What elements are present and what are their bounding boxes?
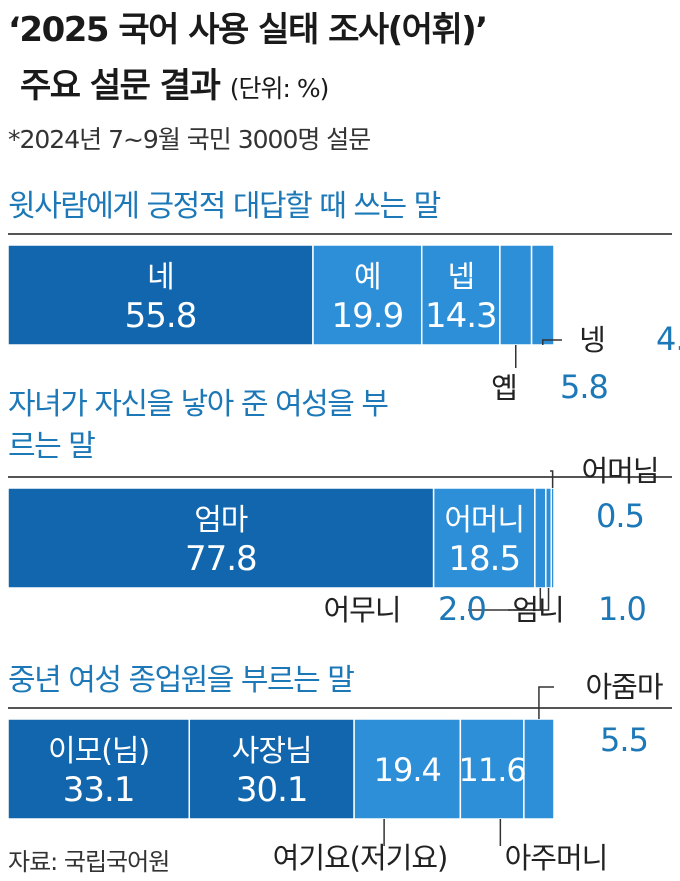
chart-3-seg-1-value: 33.1 <box>63 770 135 810</box>
chart-1-seg-1-label: 네 <box>147 260 174 295</box>
chart-1-seg-1-value: 55.8 <box>125 296 197 336</box>
chart-3-title: 중년 여성 종업원을 부르는 말 <box>8 663 355 698</box>
chart-3-bar-3 <box>353 718 462 820</box>
chart-3-bar-2 <box>188 718 355 820</box>
chart-1-seg-4-value: 5.8 <box>560 368 608 406</box>
chart-1-bar-5 <box>530 244 555 346</box>
chart-1-bar-3 <box>420 244 501 346</box>
chart-3-seg-5-label: 아줌마 <box>585 670 662 704</box>
chart-2-seg-1-label: 엄마 <box>194 503 248 538</box>
chart-2-seg-1-value: 77.8 <box>185 539 257 579</box>
chart-3-seg-3-value: 19.4 <box>374 751 441 789</box>
chart-2-rule <box>8 476 672 478</box>
chart-3-bar-4 <box>459 718 525 820</box>
chart-1-bar-1 <box>7 244 314 346</box>
chart-3-seg-4-value: 11.6 <box>458 751 525 789</box>
chart-1-seg-3-label: 넵 <box>448 260 475 295</box>
chart-3-bar-5 <box>523 718 555 820</box>
chart-1-bar-4 <box>499 244 533 346</box>
chart-2-bar-5 <box>550 487 555 589</box>
chart-1-bar-2 <box>312 244 423 346</box>
chart-2-seg-2-value: 18.5 <box>448 539 520 579</box>
chart-2-bar-1 <box>7 487 435 589</box>
chart-1-seg-2-label: 예 <box>354 260 381 295</box>
chart-3-seg-5-leader <box>538 686 554 719</box>
chart-2-seg-3-value: 2.0 <box>438 590 486 628</box>
subtitle-text: 주요 설문 결과 <box>20 66 221 106</box>
chart-1-seg-4-label: 옙 <box>491 371 517 405</box>
chart-3-seg-2-value: 30.1 <box>236 770 308 810</box>
chart-2-seg-3-label: 어무니 <box>323 593 400 627</box>
chart-3-seg-5-value: 5.5 <box>600 721 648 759</box>
chart-2-seg-4-label: 엄니 <box>512 593 563 627</box>
chart-3-bar-1 <box>7 718 191 820</box>
chart-2-seg-5-label: 어머님 <box>581 454 658 488</box>
page-subtitle: 주요 설문 결과 (단위: %) <box>20 58 330 107</box>
chart-1-title: 윗사람에게 긍정적 대답할 때 쓰는 말 <box>8 189 441 224</box>
unit-label: (단위: %) <box>229 74 330 103</box>
survey-note: *2024년 7~9월 국민 3000명 설문 <box>8 125 371 154</box>
chart-3-seg-3-label: 여기요(저기요) <box>273 841 448 875</box>
chart-1-seg-5-label: 넹 <box>579 323 605 357</box>
chart-2-seg-4-leader <box>508 588 550 611</box>
chart-2-bar-3 <box>534 487 547 589</box>
chart-1-seg-5-leader <box>542 339 562 345</box>
page-title: ‘2025 국어 사용 실태 조사(어휘)’ <box>8 10 488 50</box>
chart-1-seg-2-value: 19.9 <box>332 296 404 336</box>
chart-2-title: 자녀가 자신을 낳아 준 여성을 부르는 말 <box>8 387 389 464</box>
chart-3-seg-4-label: 아주머니 <box>505 841 608 875</box>
chart-1-rule <box>8 233 672 235</box>
chart-2-bar-2 <box>432 487 536 589</box>
chart-3-rule <box>8 707 672 709</box>
chart-2-bar-4 <box>545 487 553 589</box>
chart-2-seg-5-value: 0.5 <box>596 497 644 535</box>
chart-3-seg-1-label: 이모(님) <box>48 734 149 769</box>
chart-1-seg-5-value: 4.1 <box>656 320 680 358</box>
chart-2-seg-5-leader <box>550 470 554 488</box>
chart-3-seg-2-label: 사장님 <box>232 734 312 769</box>
chart-2-seg-2-label: 어머니 <box>444 503 524 538</box>
chart-1-seg-3-value: 14.3 <box>425 296 497 336</box>
source-note: 자료: 국립국어원 <box>8 848 170 876</box>
chart-2-seg-4-value: 1.0 <box>598 590 646 628</box>
